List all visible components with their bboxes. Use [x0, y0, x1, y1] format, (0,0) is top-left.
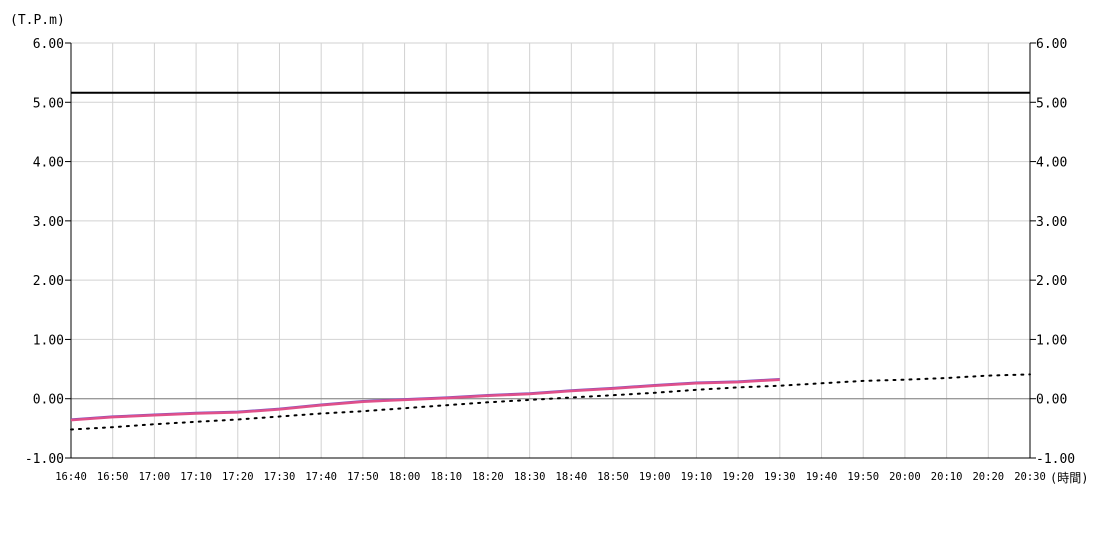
y-axis-left-labels: 6.00 5.00 4.00 3.00 2.00 1.00 0.00 -1.00 [25, 37, 64, 467]
y-tick-label-right: 2.00 [1036, 274, 1067, 289]
x-tick-label: 19:30 [764, 471, 796, 483]
y-tick-label-left: 4.00 [33, 156, 64, 171]
x-tick-label: 17:00 [139, 471, 171, 483]
x-tick-label: 19:10 [681, 471, 713, 483]
x-tick-label: 18:40 [556, 471, 588, 483]
x-tick-label: 20:20 [972, 471, 1004, 483]
y-tick-label-left: 6.00 [33, 37, 64, 52]
y-tick-label-right: -1.00 [1036, 452, 1075, 467]
x-tick-label: 17:40 [305, 471, 337, 483]
x-tick-label: 16:50 [97, 471, 129, 483]
y-tick-label-left: 3.00 [33, 215, 64, 230]
x-axis-unit-label: (時間) [1050, 471, 1088, 485]
x-tick-label: 17:20 [222, 471, 254, 483]
x-tick-label: 18:30 [514, 471, 546, 483]
y-tick-label-right: 1.00 [1036, 333, 1067, 348]
y-tick-label-right: 6.00 [1036, 37, 1067, 52]
y-tick-label-right: 0.00 [1036, 393, 1067, 408]
y-tick-label-left: 1.00 [33, 333, 64, 348]
y-tick-label-left: 5.00 [33, 96, 64, 111]
y-tick-label-left: 0.00 [33, 393, 64, 408]
y-tick-label-right: 3.00 [1036, 215, 1067, 230]
series-lines [70, 91, 1031, 431]
x-tick-label: 16:40 [55, 471, 87, 483]
x-tick-label: 19:20 [722, 471, 754, 483]
x-tick-label: 17:30 [264, 471, 296, 483]
y-axis-right-labels: 6.00 5.00 4.00 3.00 2.00 1.00 0.00 -1.00 [1036, 37, 1075, 467]
x-tick-label: 20:30 [1014, 471, 1046, 483]
x-tick-label: 18:10 [430, 471, 462, 483]
x-axis-labels: 16:40 16:50 17:00 17:10 17:20 17:30 17:40 17:50… [55, 471, 1046, 483]
y-tick-label-left: -1.00 [25, 452, 64, 467]
axes [65, 42, 1036, 459]
y-tick-label-left: 2.00 [33, 274, 64, 289]
x-tick-label: 17:10 [180, 471, 212, 483]
x-tick-label: 19:40 [806, 471, 838, 483]
x-tick-label: 18:00 [389, 471, 421, 483]
x-tick-label: 19:50 [847, 471, 879, 483]
y-axis-unit-label: (T.P.m) [10, 13, 65, 28]
x-tick-label: 17:50 [347, 471, 379, 483]
y-tick-label-right: 5.00 [1036, 96, 1067, 111]
x-tick-label: 18:20 [472, 471, 504, 483]
x-tick-label: 20:00 [889, 471, 921, 483]
x-tick-label: 18:50 [597, 471, 629, 483]
observed-level-line [70, 378, 780, 422]
x-tick-label: 19:00 [639, 471, 671, 483]
x-tick-label: 20:10 [931, 471, 963, 483]
y-tick-label-right: 4.00 [1036, 156, 1067, 171]
forecast-dotted-line [70, 373, 1031, 431]
grid-lines [70, 42, 1031, 459]
